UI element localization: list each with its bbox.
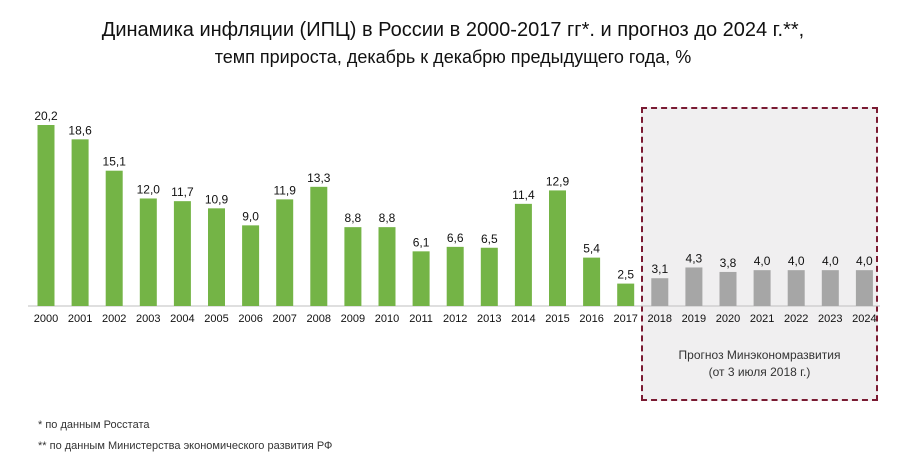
value-label-2016: 5,4	[583, 242, 600, 256]
value-label-2023: 4,0	[822, 254, 839, 268]
bar-2002	[105, 170, 123, 306]
bar-2010	[378, 227, 396, 306]
bar-2009	[344, 227, 362, 306]
bar-2000	[37, 125, 55, 306]
value-label-2004: 11,7	[171, 185, 194, 199]
x-tick-2012: 2012	[443, 313, 467, 325]
x-tick-2014: 2014	[511, 313, 535, 325]
x-tick-2018: 2018	[648, 313, 672, 325]
x-tick-2004: 2004	[170, 313, 194, 325]
x-tick-2019: 2019	[682, 313, 706, 325]
bar-2013	[480, 247, 498, 306]
bar-2005	[208, 208, 225, 306]
x-tick-2002: 2002	[102, 313, 126, 325]
x-tick-2003: 2003	[136, 313, 160, 325]
bar-2021	[753, 270, 771, 306]
bar-2004	[173, 201, 191, 306]
value-label-2001: 18,6	[68, 123, 92, 137]
bar-2023	[821, 270, 839, 306]
value-label-2018: 3,1	[651, 262, 668, 276]
bar-2006	[242, 225, 260, 306]
value-label-2015: 12,9	[546, 174, 570, 188]
value-label-2008: 13,3	[307, 171, 331, 185]
x-tick-2009: 2009	[341, 313, 365, 325]
bar-2015	[549, 190, 566, 306]
value-label-2009: 8,8	[345, 211, 362, 225]
x-tick-2006: 2006	[238, 313, 262, 325]
bar-2022	[787, 270, 805, 306]
x-tick-2013: 2013	[477, 313, 501, 325]
bar-2012	[446, 246, 464, 306]
value-label-2000: 20,2	[34, 109, 58, 123]
x-tick-2001: 2001	[68, 313, 92, 325]
bar-2016	[583, 257, 601, 306]
bar-2011	[412, 251, 430, 306]
bar-2007	[276, 199, 294, 306]
x-tick-2011: 2011	[409, 313, 433, 325]
forecast-label: Прогноз Минэкономразвития (от 3 июля 201…	[641, 347, 878, 381]
x-tick-2016: 2016	[579, 313, 603, 325]
value-label-2022: 4,0	[788, 254, 805, 268]
x-tick-2023: 2023	[818, 313, 842, 325]
bar-2014	[514, 203, 532, 306]
forecast-frame	[641, 107, 878, 401]
value-label-2006: 9,0	[242, 209, 259, 223]
x-tick-2021: 2021	[750, 313, 774, 325]
bar-2003	[139, 198, 157, 306]
value-label-2011: 6,1	[413, 235, 430, 249]
value-label-2007: 11,9	[273, 183, 296, 197]
bar-2019	[685, 267, 703, 306]
value-label-2021: 4,0	[754, 254, 771, 268]
footnote-ministry: ** по данным Министерства экономического…	[38, 440, 333, 452]
value-label-2002: 15,1	[103, 155, 127, 169]
value-label-2003: 12,0	[137, 182, 161, 196]
x-tick-2024: 2024	[852, 313, 876, 325]
bar-2020	[719, 271, 737, 306]
chart-subtitle: темп прироста, декабрь к декабрю предыду…	[214, 47, 692, 67]
value-label-2013: 6,5	[481, 232, 498, 246]
x-tick-2015: 2015	[545, 313, 569, 325]
bar-2018	[651, 278, 669, 306]
x-tick-2005: 2005	[204, 313, 228, 325]
x-tick-2020: 2020	[716, 313, 740, 325]
bar-2001	[71, 139, 89, 306]
value-label-2010: 8,8	[379, 211, 396, 225]
chart-title: Динамика инфляции (ИПЦ) в России в 2000-…	[101, 19, 805, 41]
value-label-2012: 6,6	[447, 231, 464, 245]
x-tick-2000: 2000	[34, 313, 58, 325]
forecast-label-line1: Прогноз Минэкономразвития	[678, 348, 841, 362]
x-tick-2017: 2017	[613, 313, 637, 325]
bar-2008	[310, 186, 328, 306]
x-tick-2007: 2007	[272, 313, 296, 325]
bar-2017	[617, 283, 635, 306]
bar-2024	[855, 270, 873, 306]
value-label-2017: 2,5	[617, 268, 634, 282]
x-tick-2022: 2022	[784, 313, 808, 325]
value-label-2014: 11,4	[512, 188, 535, 202]
value-label-2020: 3,8	[720, 256, 737, 270]
value-label-2024: 4,0	[856, 254, 873, 268]
value-label-2019: 4,3	[686, 251, 703, 265]
value-label-2005: 10,9	[205, 192, 229, 206]
x-tick-2008: 2008	[307, 313, 331, 325]
forecast-label-line2: (от 3 июля 2018 г.)	[708, 365, 811, 379]
footnote-rosstat: * по данным Росстата	[38, 419, 150, 431]
x-tick-2010: 2010	[375, 313, 399, 325]
